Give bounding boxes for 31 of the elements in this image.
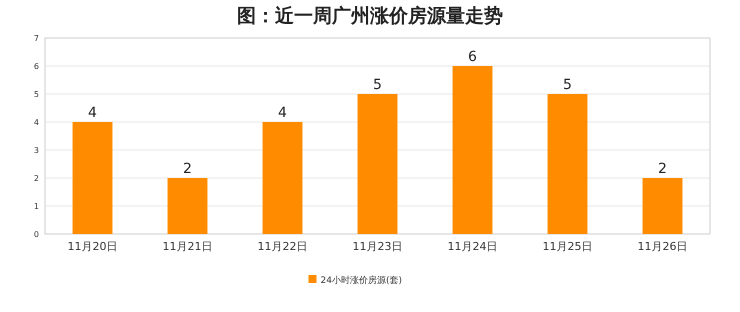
x-tick-label: 11月22日 <box>258 240 308 253</box>
legend-label: 24小时涨价房源(套) <box>320 275 402 286</box>
bar <box>358 94 398 234</box>
y-tick-label: 3 <box>34 146 39 155</box>
data-label: 5 <box>563 77 572 93</box>
data-label: 2 <box>658 161 667 177</box>
x-tick-label: 11月23日 <box>352 240 402 253</box>
y-tick-label: 6 <box>34 62 39 71</box>
data-label: 5 <box>373 77 382 93</box>
bar <box>262 122 302 234</box>
data-label: 6 <box>468 49 478 65</box>
y-tick-label: 4 <box>34 118 39 127</box>
data-label: 4 <box>278 105 288 121</box>
y-tick-label: 0 <box>34 230 39 239</box>
bar <box>72 122 112 234</box>
bar <box>452 66 492 234</box>
data-label: 4 <box>88 105 98 121</box>
y-tick-label: 5 <box>34 90 39 99</box>
y-tick-label: 2 <box>34 174 39 183</box>
y-tick-label: 1 <box>34 202 39 211</box>
chart-title: 图：近一周广州涨价房源量走势 <box>237 5 503 27</box>
x-tick-label: 11月25日 <box>542 240 592 253</box>
bar <box>642 178 682 234</box>
x-tick-label: 11月24日 <box>448 240 498 253</box>
x-tick-label: 11月26日 <box>638 240 688 253</box>
data-label: 2 <box>183 161 192 177</box>
bar <box>168 178 208 234</box>
x-tick-label: 11月21日 <box>162 240 212 253</box>
x-tick-label: 11月20日 <box>68 240 118 253</box>
y-tick-label: 7 <box>34 34 39 43</box>
bar <box>548 94 588 234</box>
